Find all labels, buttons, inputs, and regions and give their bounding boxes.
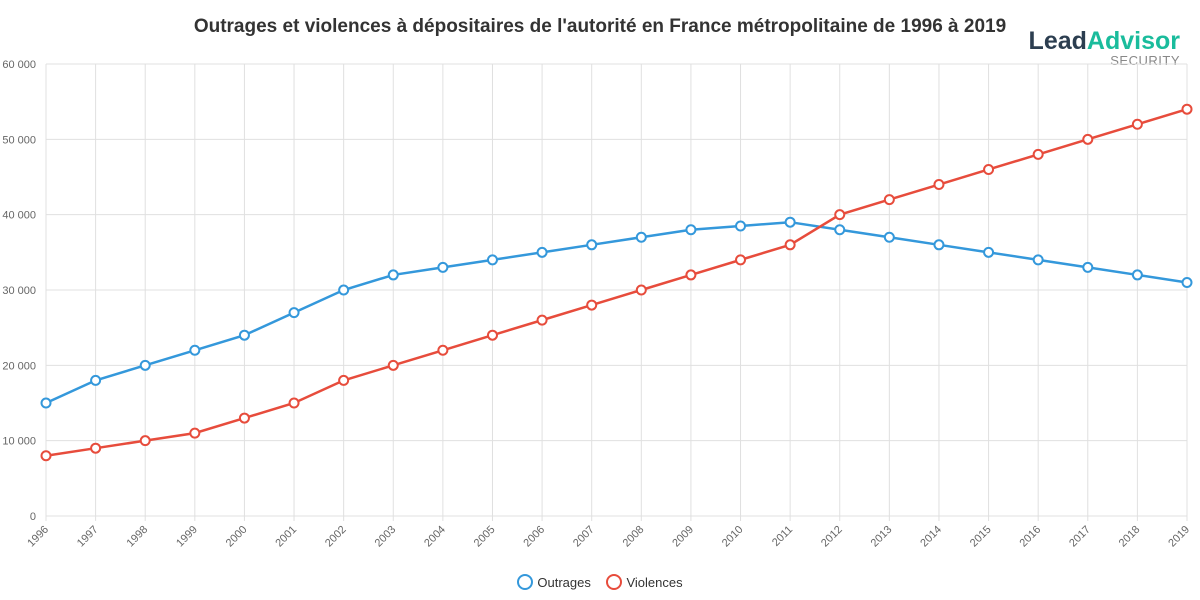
x-tick-label: 2010: [720, 524, 746, 550]
data-point-outrages: [536, 246, 548, 258]
legend-item-outrages[interactable]: Outrages: [517, 574, 591, 590]
legend-marker-icon: [606, 574, 623, 590]
data-point-violences: [1131, 118, 1143, 130]
y-tick-label: 30 000: [2, 285, 36, 297]
x-tick-label: 2013: [869, 524, 895, 550]
data-point-violences: [536, 314, 548, 326]
data-point-violences: [139, 435, 151, 447]
data-point-outrages: [189, 344, 201, 356]
x-tick-label: 2002: [323, 524, 349, 550]
y-tick-label: 0: [30, 511, 36, 523]
data-point-outrages: [338, 284, 350, 296]
x-tick-label: 2000: [224, 524, 250, 550]
data-point-outrages: [90, 374, 102, 386]
data-point-outrages: [735, 220, 747, 232]
data-point-outrages: [486, 254, 498, 266]
y-tick-label: 40 000: [2, 210, 36, 222]
data-point-violences: [40, 450, 52, 462]
data-point-outrages: [1082, 261, 1094, 273]
data-point-outrages: [238, 329, 250, 341]
x-tick-label: 2011: [770, 524, 795, 549]
data-point-outrages: [834, 224, 846, 236]
data-point-outrages: [387, 269, 399, 281]
y-tick-label: 50 000: [2, 134, 36, 146]
data-point-outrages: [40, 397, 52, 409]
data-point-outrages: [437, 261, 449, 273]
series-line-violences: [45, 108, 1188, 457]
data-point-outrages: [883, 231, 895, 243]
data-point-violences: [635, 284, 647, 296]
x-tick-label: 2001: [273, 524, 299, 550]
data-point-violences: [338, 374, 350, 386]
legend-item-violences[interactable]: Violences: [606, 574, 683, 590]
y-tick-label: 20 000: [2, 360, 36, 372]
data-point-outrages: [635, 231, 647, 243]
x-tick-label: 2012: [819, 524, 845, 550]
data-point-outrages: [685, 224, 697, 236]
x-tick-label: 2009: [670, 524, 696, 550]
data-point-violences: [586, 299, 598, 311]
x-tick-label: 2018: [1117, 524, 1143, 550]
data-point-violences: [735, 254, 747, 266]
x-tick-label: 2008: [621, 524, 647, 550]
x-tick-label: 2016: [1017, 524, 1043, 550]
data-point-violences: [983, 163, 995, 175]
x-tick-label: 2015: [968, 524, 994, 550]
x-tick-label: 2007: [571, 524, 597, 550]
data-point-violences: [834, 209, 846, 221]
data-point-outrages: [1131, 269, 1143, 281]
series-line-outrages: [45, 220, 1188, 405]
data-point-violences: [288, 397, 300, 409]
legend-label: Violences: [626, 574, 683, 590]
data-point-violences: [1032, 148, 1044, 160]
x-tick-label: 1996: [25, 524, 51, 550]
data-point-violences: [933, 179, 945, 191]
x-tick-label: 2005: [472, 524, 498, 550]
logo-lead: Lead: [1028, 27, 1087, 55]
y-tick-label: 60 000: [2, 59, 36, 71]
data-point-violences: [189, 427, 201, 439]
data-point-violences: [387, 359, 399, 371]
chart-title: Outrages et violences à dépositaires de …: [193, 16, 1007, 37]
y-tick-label: 10 000: [2, 436, 36, 448]
x-tick-label: 1999: [174, 524, 200, 550]
x-tick-label: 2019: [1166, 524, 1192, 550]
data-point-outrages: [288, 307, 300, 319]
data-point-violences: [883, 194, 895, 206]
data-point-violences: [486, 329, 498, 341]
data-point-outrages: [1032, 254, 1044, 266]
x-tick-label: 2006: [521, 524, 547, 550]
data-point-outrages: [784, 216, 796, 228]
logo-advisor: Advisor: [1086, 27, 1180, 55]
x-tick-label: 1997: [75, 524, 101, 550]
data-point-violences: [1082, 133, 1094, 145]
data-point-violences: [437, 344, 449, 356]
x-tick-label: 2004: [422, 524, 448, 550]
legend-label: Outrages: [537, 574, 591, 590]
data-point-violences: [238, 412, 250, 424]
data-point-outrages: [983, 246, 995, 258]
data-point-outrages: [586, 239, 598, 251]
data-point-violences: [784, 239, 796, 251]
x-tick-label: 2014: [918, 524, 944, 550]
x-tick-label: 1998: [125, 524, 151, 550]
data-point-violences: [90, 442, 102, 454]
data-point-violences: [1181, 103, 1193, 115]
legend: Outrages Violences: [0, 574, 1200, 593]
data-point-outrages: [933, 239, 945, 251]
x-tick-label: 2003: [373, 524, 399, 550]
x-tick-label: 2017: [1067, 524, 1093, 550]
data-point-outrages: [1181, 276, 1193, 288]
legend-marker-icon: [517, 574, 534, 590]
data-point-outrages: [139, 359, 151, 371]
data-point-violences: [685, 269, 697, 281]
